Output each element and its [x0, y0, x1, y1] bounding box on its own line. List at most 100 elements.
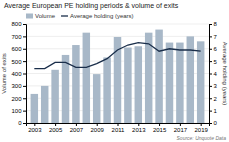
tick: 0	[18, 120, 26, 126]
grid	[26, 24, 209, 123]
bar	[62, 55, 69, 123]
tick: 2009	[91, 123, 105, 133]
grid-line	[26, 36, 209, 37]
tick-mark	[209, 123, 212, 124]
tick-mark	[209, 36, 212, 37]
tick-mark	[55, 123, 56, 126]
y-axis: 0 100 200 300 400 500 600 700 800	[11, 21, 26, 126]
tick: 2	[209, 96, 218, 102]
grid-line	[26, 24, 209, 25]
tick-label: 2007	[70, 127, 84, 133]
tick-label: 0	[214, 120, 218, 126]
annotation: Source: Unquote Data	[177, 135, 227, 141]
tick-mark	[23, 36, 26, 37]
legend-swatch	[26, 14, 33, 19]
tick-label: 4	[214, 71, 218, 77]
tick-mark	[23, 98, 26, 99]
tick-mark	[34, 123, 35, 126]
tick-label: 8	[214, 21, 218, 27]
tick-label: 100	[11, 108, 22, 114]
x-axis: 2003 2005 2007 2009 2011 2013 2015 2017 2019	[27, 123, 210, 133]
tick-label: 400	[11, 71, 22, 77]
tick: 2007	[70, 123, 84, 133]
chart: 2003200520072009201120132015201720190100…	[0, 0, 229, 142]
tick-mark	[118, 123, 119, 126]
tick-label: 2015	[153, 127, 167, 133]
tick: 1	[209, 108, 218, 114]
tick-mark	[23, 74, 26, 75]
tick: 2013	[132, 123, 146, 133]
tick: 800	[11, 21, 26, 27]
tick: 5	[209, 59, 218, 65]
bar	[83, 33, 90, 123]
tick-label: 2011	[112, 127, 126, 133]
tick-mark	[23, 24, 26, 25]
tick: 2003	[28, 123, 42, 133]
tick: 500	[11, 59, 26, 65]
tick: 2017	[174, 123, 188, 133]
tick-mark	[23, 61, 26, 62]
legend-label: Volume	[35, 13, 56, 19]
tick: 100	[11, 108, 26, 114]
tick-label: 700	[11, 34, 22, 40]
tick: 2019	[195, 123, 209, 133]
tick-label: 7	[214, 34, 218, 40]
tick: 6	[209, 46, 218, 52]
tick: 2011	[112, 123, 126, 133]
bar	[72, 45, 79, 123]
tick-label: 5	[214, 59, 218, 65]
tick-label: 300	[11, 83, 22, 89]
tick-mark	[209, 86, 212, 87]
tick-mark	[23, 111, 26, 112]
tick-mark	[76, 123, 77, 126]
tick-mark	[23, 123, 26, 124]
bar	[176, 43, 183, 123]
tick: 4	[209, 71, 218, 77]
legend-label: Average holding (years)	[70, 13, 134, 19]
tick-mark	[209, 98, 212, 99]
axis-line	[27, 124, 210, 127]
tick-mark	[138, 123, 139, 126]
bar	[155, 30, 162, 123]
tick: 2005	[49, 123, 63, 133]
tick-label: 2003	[28, 127, 42, 133]
legend: Volume Average holding (years)	[26, 13, 134, 19]
tick-mark	[209, 49, 212, 50]
axis-line	[23, 25, 27, 124]
tick-label: 500	[11, 59, 22, 65]
tick-mark	[97, 123, 98, 126]
tick: 300	[11, 83, 26, 89]
tick-label: 3	[214, 83, 218, 89]
tick-label: 200	[11, 96, 22, 102]
tick-label: 800	[11, 21, 22, 27]
axis-line	[210, 25, 213, 124]
bar	[93, 74, 100, 123]
tick-label: 2013	[132, 127, 146, 133]
tick-label: 600	[11, 46, 22, 52]
tick: 600	[11, 46, 26, 52]
y2-axis: 0 1 2 3 4 5 6 7 8	[209, 21, 218, 126]
tick-mark	[159, 123, 160, 126]
title: Average European PE holding periods & vo…	[4, 2, 179, 10]
legend-item: Volume	[26, 13, 56, 19]
tick-label: 6	[214, 46, 218, 52]
bar	[124, 48, 131, 123]
tick: 0	[209, 120, 218, 126]
bar	[197, 41, 204, 123]
bar	[31, 94, 38, 123]
tick: 3	[209, 83, 218, 89]
tick: 200	[11, 96, 26, 102]
tick-mark	[23, 86, 26, 87]
tick-mark	[23, 49, 26, 50]
tick: 8	[209, 21, 218, 27]
bar-series	[31, 30, 205, 123]
bar	[51, 70, 58, 123]
y-axis-title: Volume of exits	[1, 53, 7, 94]
tick-mark	[209, 74, 212, 75]
tick-mark	[180, 123, 181, 126]
tick-label: 1	[214, 108, 218, 114]
tick-mark	[209, 111, 212, 112]
tick-mark	[209, 24, 212, 25]
legend-item: Average holding (years)	[61, 13, 134, 19]
bar	[166, 43, 173, 123]
